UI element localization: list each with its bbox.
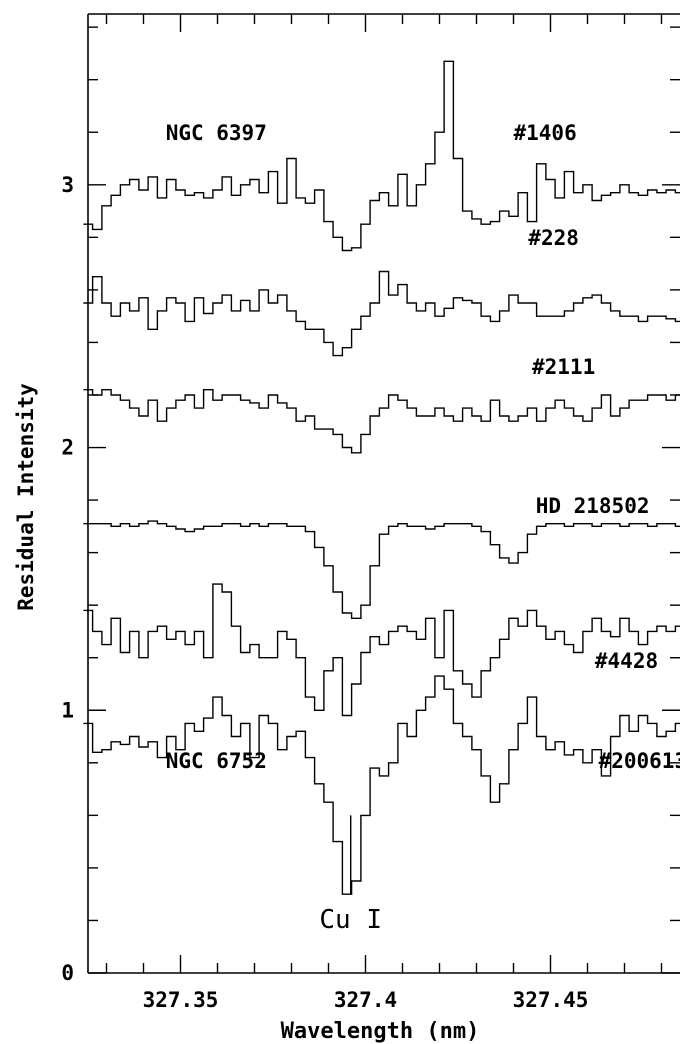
y-tick-label: 0 xyxy=(61,961,74,985)
x-tick-label: 327.35 xyxy=(143,988,219,1012)
annotation-label: #4428 xyxy=(595,649,658,673)
series-line-4 xyxy=(83,520,680,619)
y-tick-label: 2 xyxy=(61,436,74,460)
annotation-label: NGC 6752 xyxy=(166,749,267,773)
annotation-label: #200613 xyxy=(599,749,680,773)
series-layer xyxy=(83,60,680,895)
annotation-label: NGC 6397 xyxy=(166,121,267,145)
axes-layer xyxy=(87,13,680,974)
annotation-label: #2111 xyxy=(532,355,595,379)
y-tick-label: 3 xyxy=(61,173,74,197)
annotation-label: HD 218502 xyxy=(536,494,650,518)
series-line-3 xyxy=(83,389,680,454)
x-tick-label: 327.45 xyxy=(513,988,589,1012)
y-axis-title: Residual Intensity xyxy=(14,383,38,611)
series-line-1 xyxy=(83,60,680,252)
labels-layer: Cu I 327.35 327.4 327.45 0 1 2 3 NGC 6397 #1406 #2… xyxy=(61,121,680,1012)
annotation-label: #228 xyxy=(528,226,579,250)
series-line-5 xyxy=(83,583,680,717)
x-axis-title: Wavelength (nm) xyxy=(281,1019,480,1044)
annotation-label: #1406 xyxy=(514,121,577,145)
x-tick-label: 327.4 xyxy=(334,988,397,1012)
cu-line-label: Cu I xyxy=(319,905,382,935)
y-tick-label: 1 xyxy=(61,698,74,722)
series-line-6 xyxy=(83,675,680,895)
series-line-2 xyxy=(83,270,680,357)
